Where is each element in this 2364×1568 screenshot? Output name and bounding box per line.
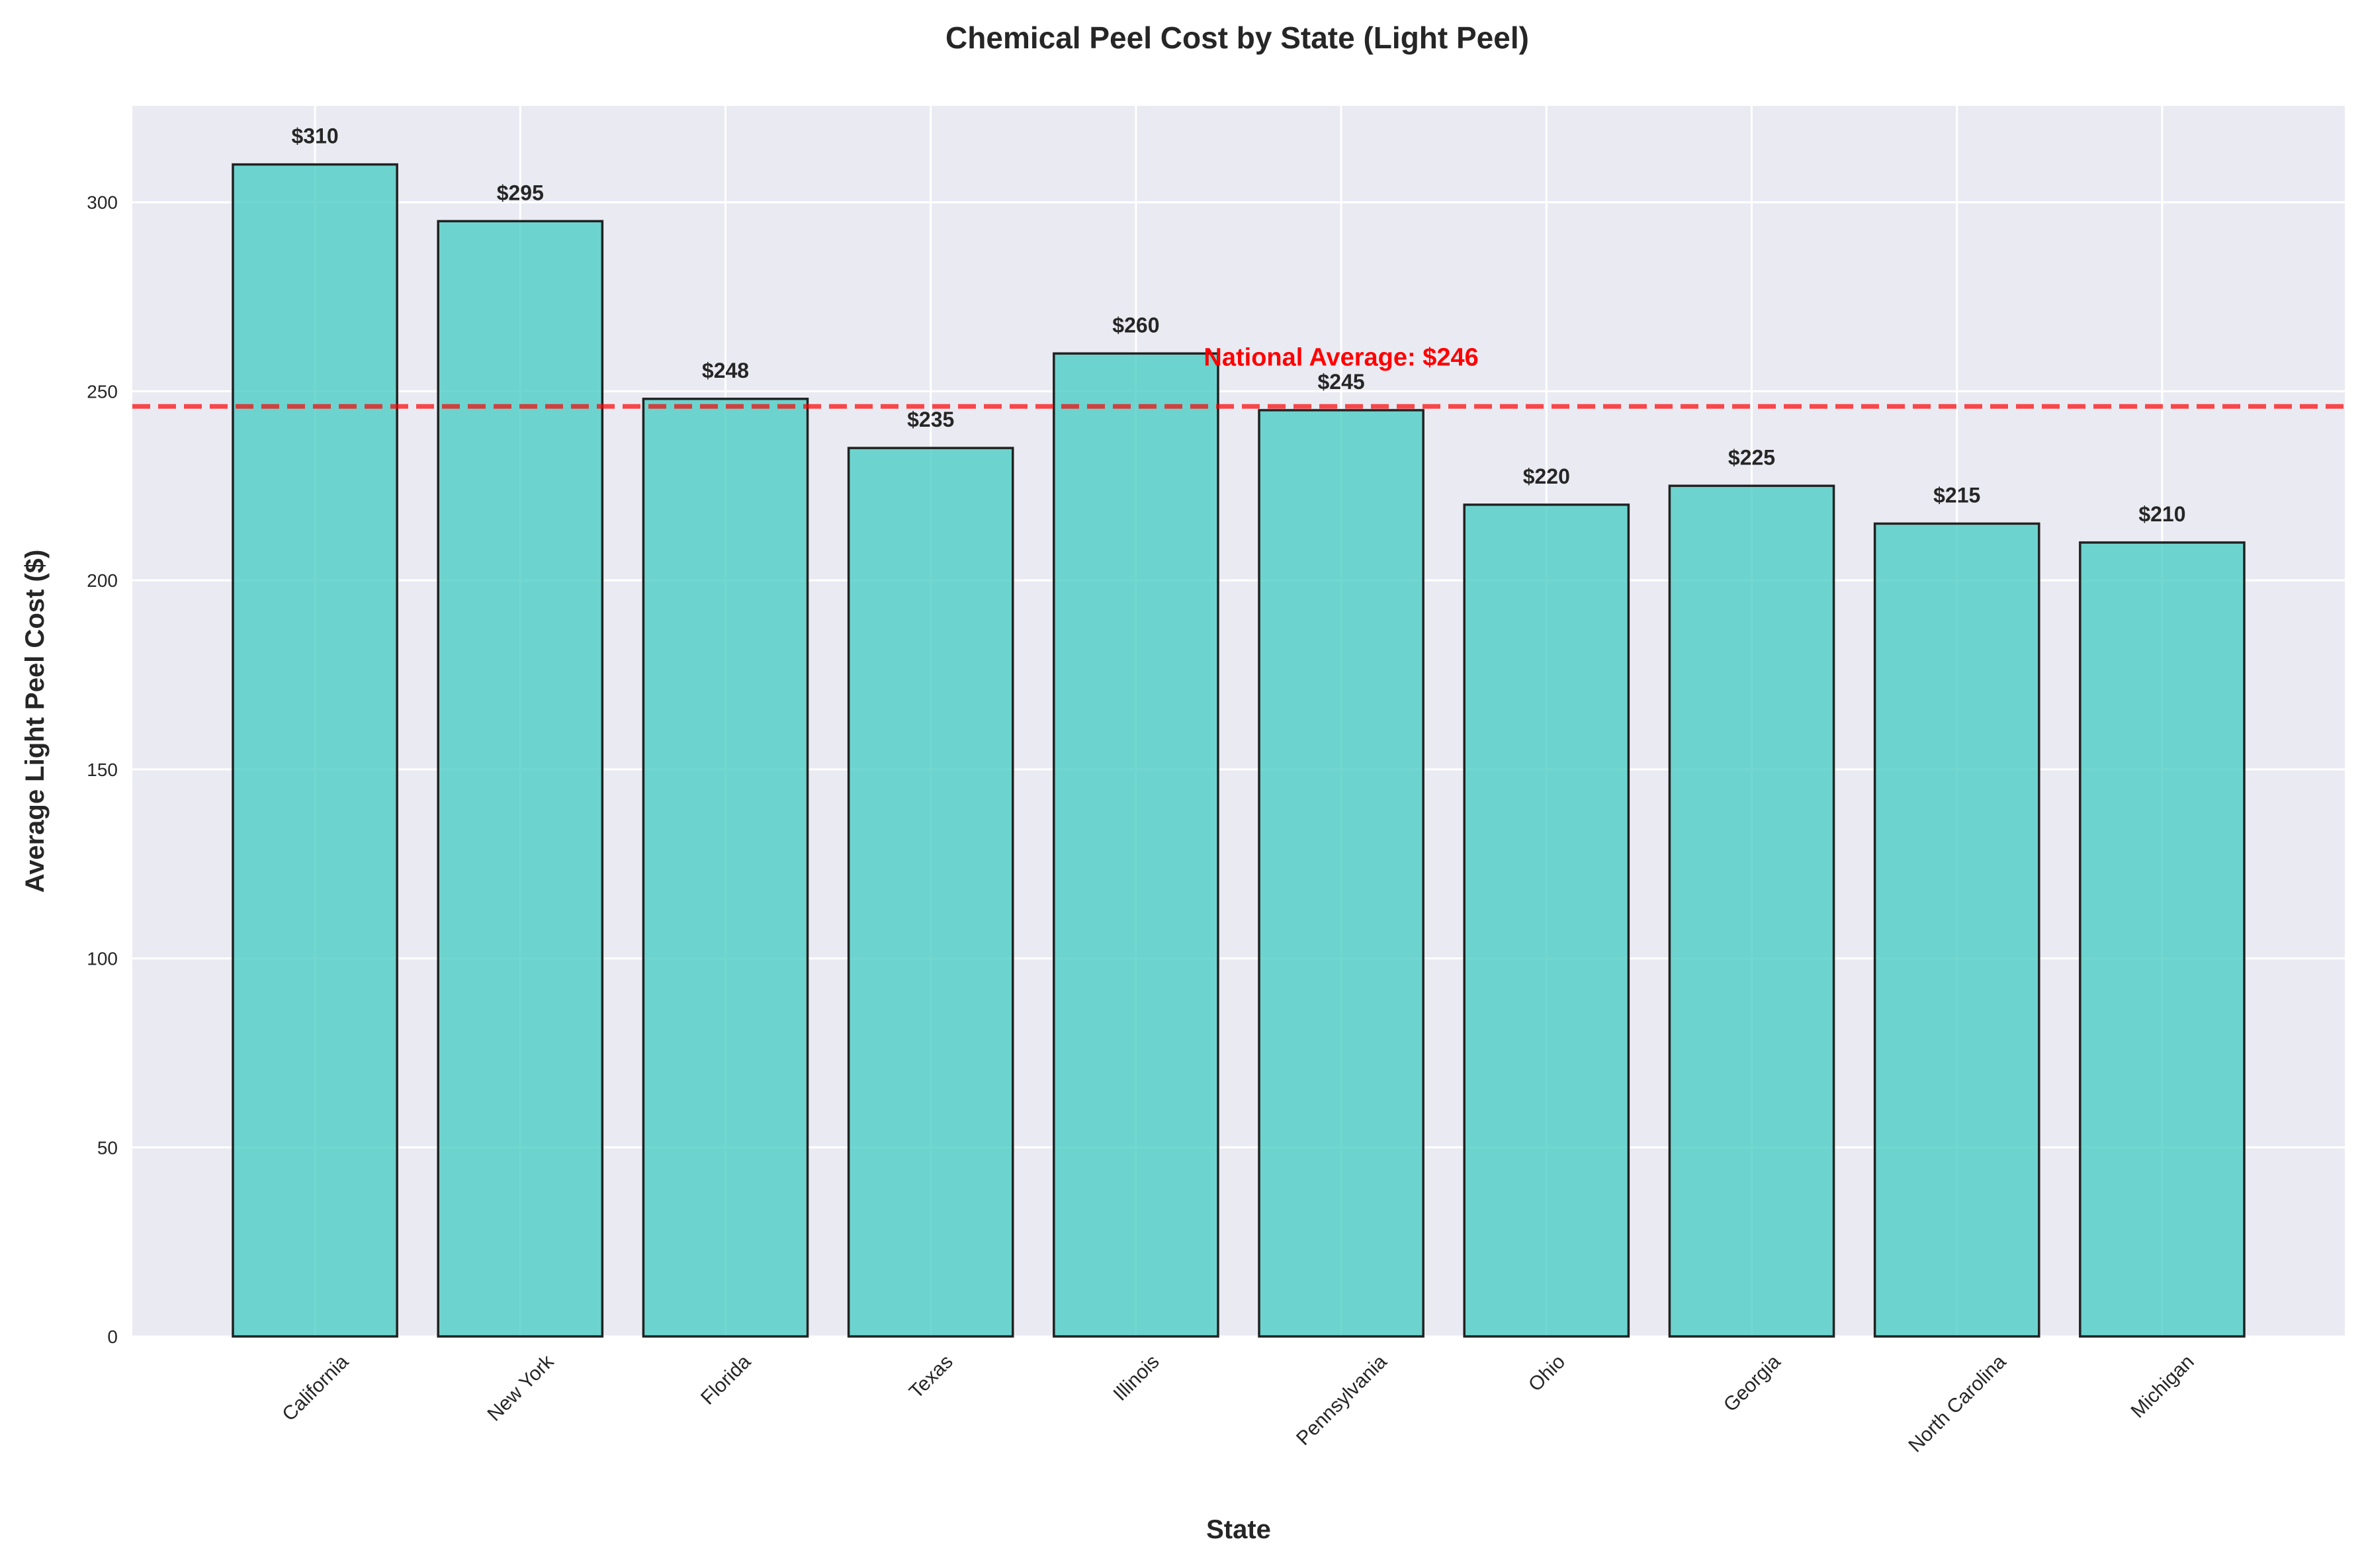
x-tick-label: Illinois	[1109, 1351, 1163, 1405]
data-label: $220	[1523, 464, 1570, 488]
y-tick-label: 0	[107, 1327, 118, 1347]
bar-ohio	[1463, 503, 1630, 1338]
data-label: $260	[1112, 313, 1159, 337]
y-axis-label: Average Light Peel Cost ($)	[21, 550, 50, 893]
bar-pennsylvania	[1258, 409, 1424, 1338]
data-label: $225	[1728, 445, 1775, 469]
data-label: $245	[1318, 370, 1365, 394]
x-tick-label: Michigan	[2127, 1351, 2199, 1422]
x-axis-label: State	[1206, 1515, 1271, 1544]
bar-illinois	[1053, 352, 1219, 1338]
x-tick-label: Texas	[905, 1351, 957, 1403]
y-tick-label: 300	[87, 193, 118, 213]
y-tick-label: 100	[87, 949, 118, 969]
bar-texas	[847, 447, 1014, 1338]
data-label: $235	[907, 408, 954, 431]
x-tick-label: California	[278, 1350, 353, 1425]
bar-georgia	[1668, 484, 1835, 1338]
data-labels: $310 $295 $248 $235 $260 $245 $220 $225 $215 $210	[291, 124, 2185, 526]
y-tick-label: 150	[87, 760, 118, 780]
x-tick-label: Georgia	[1720, 1350, 1785, 1416]
x-axis-ticks: California New York Florida Texas Illinois Pe…	[278, 1350, 2198, 1457]
bars	[232, 163, 2246, 1338]
chart-title: Chemical Peel Cost by State (Light Peel)	[945, 21, 1529, 55]
data-label: $248	[702, 359, 749, 382]
y-tick-label: 50	[97, 1137, 118, 1158]
x-tick-label: New York	[484, 1350, 559, 1426]
national-average-label: National Average: $246	[1204, 343, 1478, 371]
bar-california	[232, 163, 398, 1338]
data-label: $310	[291, 124, 338, 148]
y-tick-label: 250	[87, 381, 118, 402]
bar-michigan	[2079, 541, 2246, 1338]
x-tick-label: Pennsylvania	[1292, 1350, 1391, 1450]
y-axis-ticks: 0 50 100 150 200 250 300	[87, 193, 118, 1347]
y-tick-label: 200	[87, 570, 118, 591]
bar-new-york	[437, 220, 604, 1338]
bar-north-carolina	[1873, 522, 2040, 1338]
data-label: $210	[2138, 502, 2185, 526]
data-label: $215	[1933, 483, 1980, 507]
x-tick-label: North Carolina	[1904, 1350, 2010, 1456]
data-label: $295	[497, 181, 544, 204]
x-tick-label: Florida	[697, 1350, 755, 1409]
x-tick-label: Ohio	[1524, 1351, 1569, 1396]
bar-florida	[642, 398, 809, 1338]
